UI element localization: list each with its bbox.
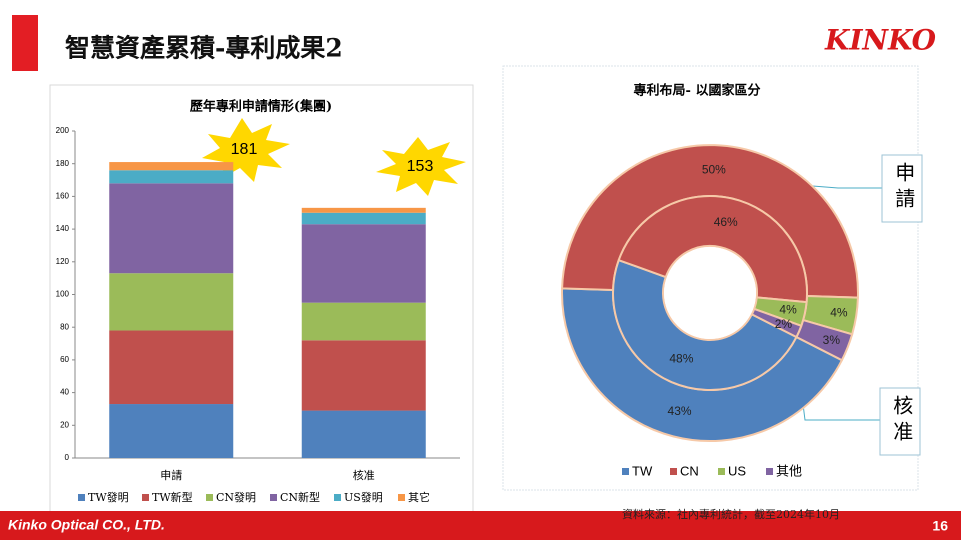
donut-hole [664,247,756,339]
y-tick-label: 120 [56,257,70,266]
page-number: 16 [932,518,948,534]
legend-swatch [78,494,85,501]
legend-label: US發明 [344,490,383,504]
legend-label: TW [632,463,653,478]
bar-segment [109,162,234,171]
bar-segment [109,170,234,184]
legend-label: CN [680,463,699,478]
footer-bar [0,511,961,540]
legend-swatch [206,494,213,501]
bar-segment [301,207,426,213]
donut-slice [612,258,798,391]
y-tick-label: 100 [56,290,70,299]
legend-swatch [270,494,277,501]
starburst [376,137,466,196]
bar-segment [109,183,234,274]
total-label: 181 [231,141,258,158]
legend-label: US [728,463,746,478]
value-label: 43% [668,404,692,418]
bar-segment [109,404,234,458]
bar-segment [109,273,234,331]
legend-label: CN新型 [280,490,320,504]
value-label: 2% [775,317,793,331]
x-tick-label: 核准 [353,468,375,482]
source-note: 資料來源：社內專利統計，截至2024年10月 [622,507,840,521]
legend-label: CN發明 [216,490,256,504]
value-label: 48% [669,351,693,365]
y-tick-label: 180 [56,159,70,168]
y-tick-label: 80 [60,322,69,331]
value-label: 4% [830,306,848,320]
bar-segment [301,410,426,458]
chart-title: 專利布局- 以國家區分 [634,83,761,99]
callout-box [881,154,923,223]
y-tick-label: 60 [60,355,69,364]
legend-swatch [142,494,149,501]
legend-swatch [398,494,405,501]
bar-segment [109,330,234,405]
logo: KINKO [824,24,937,57]
legend-swatch [766,468,773,475]
bar-segment [301,302,426,341]
value-label: 3% [823,333,841,347]
value-label: 50% [702,163,726,177]
y-tick-label: 20 [60,420,69,429]
bar-segment [301,224,426,303]
legend-label: 其他 [776,463,802,478]
donut-slice [750,307,803,339]
bar-segment [301,212,426,225]
legend-swatch [622,468,629,475]
value-label: 46% [714,215,738,229]
title-accent [12,15,38,71]
chart-title: 歷年專利申請情形(集團) [190,99,332,115]
legend-swatch [670,468,677,475]
y-tick-label: 140 [56,224,70,233]
legend-swatch [334,494,341,501]
callout-label: 申請 [892,162,915,214]
legend-label: TW發明 [88,490,129,504]
footer-company: Kinko Optical CO., LTD. [8,517,165,533]
legend-swatch [718,468,725,475]
legend-label: 其它 [408,490,430,504]
x-tick-label: 申請 [160,468,182,482]
donut-slice [617,195,808,304]
y-tick-label: 40 [60,388,69,397]
y-tick-label: 160 [56,192,70,201]
y-tick-label: 0 [65,453,70,462]
legend-label: TW新型 [152,490,193,504]
slide-title: 智慧資產累積-專利成果2 [65,34,343,63]
y-tick-label: 200 [56,126,70,135]
total-label: 153 [407,158,434,175]
value-label: 4% [779,303,797,317]
callout-box [879,387,921,456]
callout-label: 核准 [890,395,913,447]
bar-segment [301,340,426,411]
